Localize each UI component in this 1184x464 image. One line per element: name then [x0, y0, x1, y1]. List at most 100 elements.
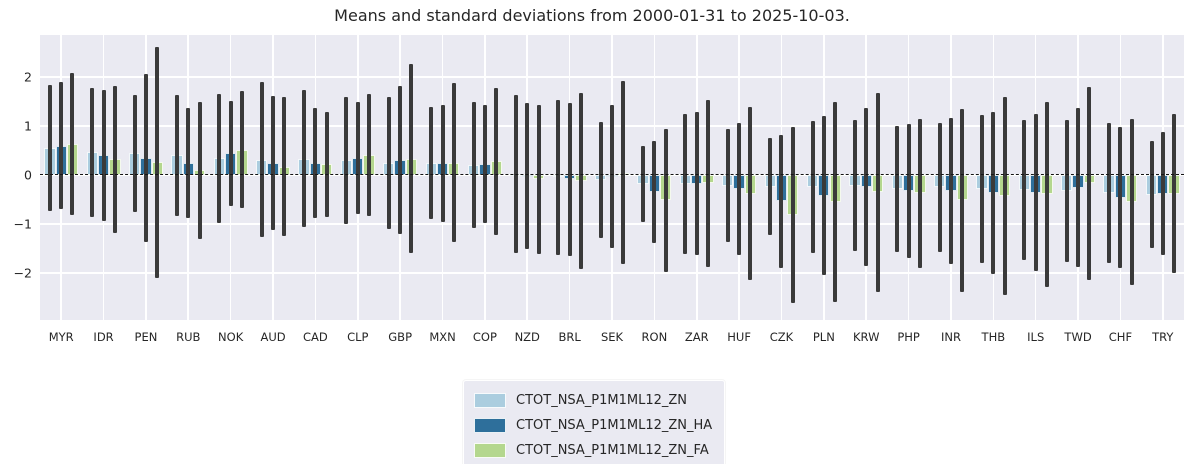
error-bar-ZAR	[683, 113, 688, 254]
legend-swatch-zn-ha	[474, 418, 506, 433]
error-bar-TRY	[1172, 113, 1177, 274]
x-tick-label-COP: COP	[472, 330, 497, 344]
x-tick-label-RON: RON	[641, 330, 668, 344]
error-bar-THB	[1002, 97, 1007, 296]
error-bar-NZD	[513, 94, 518, 254]
error-bar-IDR	[90, 87, 95, 218]
y-tick-label: 1	[24, 118, 32, 134]
error-bar-IDR	[101, 90, 106, 221]
error-bar-SEK	[621, 81, 626, 264]
y-tick-label: −2	[13, 265, 32, 281]
x-tick-label-PHP: PHP	[897, 330, 920, 344]
error-bar-PHP	[895, 126, 900, 252]
error-bar-TRY	[1160, 131, 1165, 256]
legend-entry-zn-ha: CTOT_NSA_P1M1ML12_ZN_HA	[474, 413, 712, 438]
error-bar-MXN	[440, 104, 445, 222]
error-bar-RON	[652, 141, 657, 244]
error-bar-RUB	[174, 95, 179, 216]
error-bar-RUB	[186, 107, 191, 218]
legend-label-zn-ha: CTOT_NSA_P1M1ML12_ZN_HA	[516, 418, 713, 433]
x-tick-label-SEK: SEK	[600, 330, 624, 344]
error-bar-RON	[663, 129, 668, 272]
error-bar-CAD	[302, 90, 307, 228]
error-bar-PEN	[155, 46, 160, 278]
error-bar-PHP	[917, 118, 922, 268]
error-bar-THB	[991, 112, 996, 274]
error-bar-RON	[641, 145, 646, 223]
error-bar-GBP	[386, 96, 391, 229]
x-tick-label-HUF: HUF	[727, 330, 751, 344]
x-tick-label-AUD: AUD	[260, 330, 286, 344]
x-tick-label-BRL: BRL	[558, 330, 581, 344]
error-bar-SEK	[598, 121, 603, 239]
error-bar-CHF	[1118, 126, 1123, 269]
legend-entry-zn: CTOT_NSA_P1M1ML12_ZN	[474, 388, 712, 413]
x-tick-label-INR: INR	[940, 330, 961, 344]
error-bar-KRW	[864, 108, 869, 267]
error-bar-RUB	[197, 101, 202, 239]
error-bar-NOK	[217, 94, 222, 223]
error-bar-CHF	[1107, 122, 1112, 263]
error-bar-INR	[948, 118, 953, 265]
x-tick-label-GBP: GBP	[388, 330, 413, 344]
error-bar-INR	[960, 109, 965, 292]
error-bar-BRL	[578, 93, 583, 269]
error-bar-INR	[937, 122, 942, 252]
error-bar-IDR	[112, 85, 117, 233]
error-bar-MXN	[451, 83, 456, 243]
error-bar-KRW	[852, 120, 857, 252]
error-bar-AUD	[282, 97, 287, 237]
chart-title: Means and standard deviations from 2000-…	[334, 6, 850, 25]
x-tick-label-CAD: CAD	[303, 330, 328, 344]
error-bar-ZAR	[694, 112, 699, 256]
x-tick-label-TRY: TRY	[1152, 330, 1174, 344]
x-tick-label-PEN: PEN	[134, 330, 158, 344]
error-bar-PEN	[143, 73, 148, 243]
error-bar-TWD	[1087, 86, 1092, 280]
error-bar-PLN	[821, 116, 826, 275]
x-tick-label-MXN: MXN	[429, 330, 456, 344]
error-bar-ILS	[1033, 114, 1038, 272]
error-bar-MYR	[47, 85, 52, 211]
error-bar-PLN	[810, 121, 815, 254]
error-bar-SEK	[610, 105, 614, 249]
error-bar-GBP	[409, 64, 414, 254]
error-bar-CAD	[324, 111, 329, 217]
error-bar-HUF	[748, 106, 753, 281]
error-bar-TRY	[1149, 141, 1154, 248]
y-tick-label: −1	[13, 216, 32, 232]
x-tick-label-KRW: KRW	[853, 330, 880, 344]
error-bar-BRL	[556, 100, 561, 255]
error-bar-PHP	[906, 124, 911, 259]
error-bar-MYR	[70, 73, 75, 216]
error-bar-CZK	[768, 138, 773, 236]
error-bar-CHF	[1129, 119, 1134, 285]
error-bar-MXN	[429, 106, 434, 219]
x-tick-label-THB: THB	[981, 330, 1006, 344]
error-bar-AUD	[271, 95, 276, 230]
x-tick-label-CZK: CZK	[769, 330, 794, 344]
error-bar-HUF	[725, 129, 730, 243]
error-bar-CZK	[779, 135, 784, 268]
x-tick-label-NOK: NOK	[218, 330, 244, 344]
error-bar-NOK	[239, 91, 244, 208]
x-tick-label-CHF: CHF	[1108, 330, 1133, 344]
error-bar-ILS	[1045, 101, 1049, 287]
error-bar-NZD	[536, 104, 541, 254]
x-tick-label-MYR: MYR	[48, 330, 74, 344]
error-bar-CLP	[367, 93, 372, 217]
error-bar-HUF	[737, 122, 742, 255]
x-tick-label-PLN: PLN	[812, 330, 835, 344]
error-bar-ILS	[1022, 119, 1027, 260]
error-bar-AUD	[259, 82, 264, 238]
x-tick-label-RUB: RUB	[176, 330, 201, 344]
legend-swatch-zn-fa	[474, 443, 506, 458]
error-bar-NZD	[525, 103, 530, 250]
x-tick-label-IDR: IDR	[93, 330, 114, 344]
y-tick-label: 0	[24, 167, 32, 183]
error-bar-GBP	[398, 86, 403, 235]
error-bar-MYR	[59, 81, 64, 210]
error-bar-CLP	[344, 96, 349, 224]
error-bar-NOK	[228, 101, 233, 206]
